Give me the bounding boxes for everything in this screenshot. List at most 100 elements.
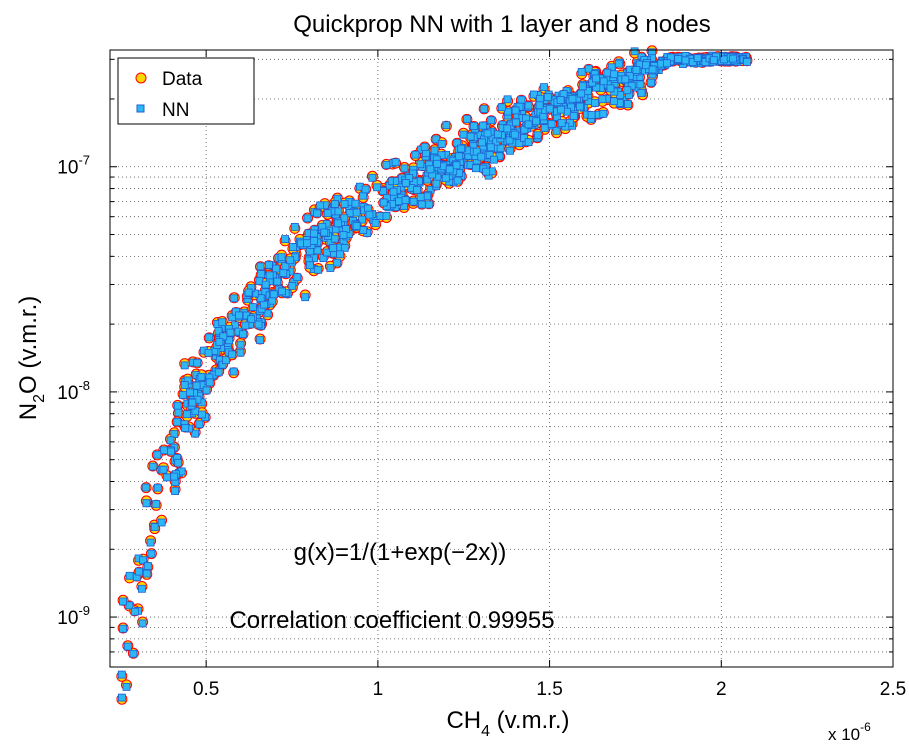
- nn-point: [181, 424, 190, 432]
- nn-point: [540, 83, 548, 91]
- nn-point: [623, 86, 632, 95]
- nn-point: [226, 328, 235, 337]
- nn-point: [277, 253, 286, 262]
- nn-point: [423, 192, 432, 201]
- nn-point: [462, 115, 471, 123]
- nn-point: [129, 649, 138, 658]
- formula-annotation: g(x)=1/(1+exp(−2x)): [294, 539, 507, 566]
- nn-point: [125, 601, 134, 610]
- nn-point: [351, 199, 360, 208]
- nn-point: [281, 262, 290, 271]
- nn-point: [401, 179, 410, 187]
- y-axis-label-main: N: [15, 403, 42, 420]
- nn-point: [229, 367, 238, 376]
- nn-point: [524, 120, 533, 129]
- nn-point: [487, 116, 496, 125]
- nn-point: [265, 271, 274, 280]
- nn-point: [423, 175, 432, 184]
- legend: Data NN: [117, 57, 255, 125]
- nn-point: [459, 130, 468, 139]
- nn-point: [524, 101, 533, 110]
- nn-point: [432, 179, 441, 188]
- nn-point: [173, 401, 182, 410]
- nn-point: [290, 222, 299, 231]
- x-axis-label-subscript: 4: [481, 723, 490, 740]
- nn-point: [142, 483, 151, 492]
- chart-title: Quickprop NN with 1 layer and 8 nodes: [293, 11, 711, 38]
- nn-point: [180, 381, 189, 389]
- nn-point: [193, 358, 202, 367]
- nn-point: [496, 144, 505, 153]
- nn-point: [166, 447, 175, 456]
- nn-point: [303, 239, 312, 248]
- nn-point: [510, 130, 519, 139]
- nn-point: [256, 294, 265, 303]
- nn-point: [215, 338, 224, 346]
- nn-point: [119, 597, 127, 606]
- x-tick-label: 2: [716, 679, 727, 700]
- nn-point: [192, 381, 201, 390]
- nn-point: [567, 103, 575, 112]
- nn-point: [479, 121, 488, 130]
- nn-point: [368, 173, 377, 182]
- nn-point: [503, 95, 512, 104]
- nn-point: [137, 584, 146, 593]
- nn-point: [441, 174, 450, 183]
- nn-point: [729, 54, 737, 63]
- nn-point: [497, 103, 506, 112]
- nn-point: [743, 58, 751, 66]
- nn-point: [236, 348, 245, 357]
- nn-point: [191, 429, 200, 438]
- nn-point: [159, 465, 168, 474]
- nn-point: [163, 473, 171, 482]
- nn-point: [599, 109, 608, 118]
- nn-point: [301, 293, 310, 302]
- nn-point: [411, 150, 420, 159]
- nn-point: [334, 219, 342, 228]
- nn-point: [674, 55, 683, 63]
- legend-label-nn: NN: [162, 100, 189, 121]
- nn-point: [157, 518, 166, 527]
- nn-point: [150, 523, 159, 531]
- nn-point: [568, 94, 577, 103]
- nn-point: [268, 296, 277, 305]
- data-layer: [116, 45, 753, 705]
- nn-point: [119, 624, 127, 633]
- nn-point: [382, 211, 391, 220]
- nn-point: [314, 265, 323, 274]
- nn-point: [517, 95, 526, 104]
- nn-point: [135, 567, 144, 576]
- nn-point: [117, 670, 126, 679]
- nn-point: [142, 499, 151, 508]
- nn-point: [153, 483, 162, 492]
- nn-point: [592, 83, 601, 92]
- nn-point: [389, 187, 398, 196]
- legend-marker-nn: [136, 104, 145, 113]
- nn-point: [303, 214, 312, 223]
- nn-point: [413, 185, 422, 194]
- nn-point: [235, 311, 244, 320]
- nn-point: [219, 332, 228, 341]
- nn-point: [424, 200, 433, 209]
- nn-point: [478, 138, 487, 147]
- nn-point: [494, 130, 502, 139]
- y-axis-label-subscript: 2: [31, 394, 48, 403]
- nn-point: [171, 487, 180, 496]
- nn-point: [587, 111, 596, 119]
- nn-point: [286, 256, 295, 265]
- nn-point: [621, 75, 630, 84]
- nn-point: [506, 146, 514, 155]
- nn-point: [123, 642, 132, 651]
- nn-point: [632, 66, 641, 74]
- nn-point: [382, 161, 391, 169]
- nn-point: [352, 222, 361, 231]
- nn-point: [146, 538, 155, 547]
- nn-point: [125, 571, 134, 580]
- nn-point: [552, 126, 561, 135]
- nn-point: [336, 250, 344, 259]
- nn-point: [591, 99, 599, 107]
- nn-point: [430, 146, 439, 155]
- nn-point: [205, 333, 214, 342]
- nn-point: [599, 77, 608, 86]
- nn-point: [256, 336, 265, 345]
